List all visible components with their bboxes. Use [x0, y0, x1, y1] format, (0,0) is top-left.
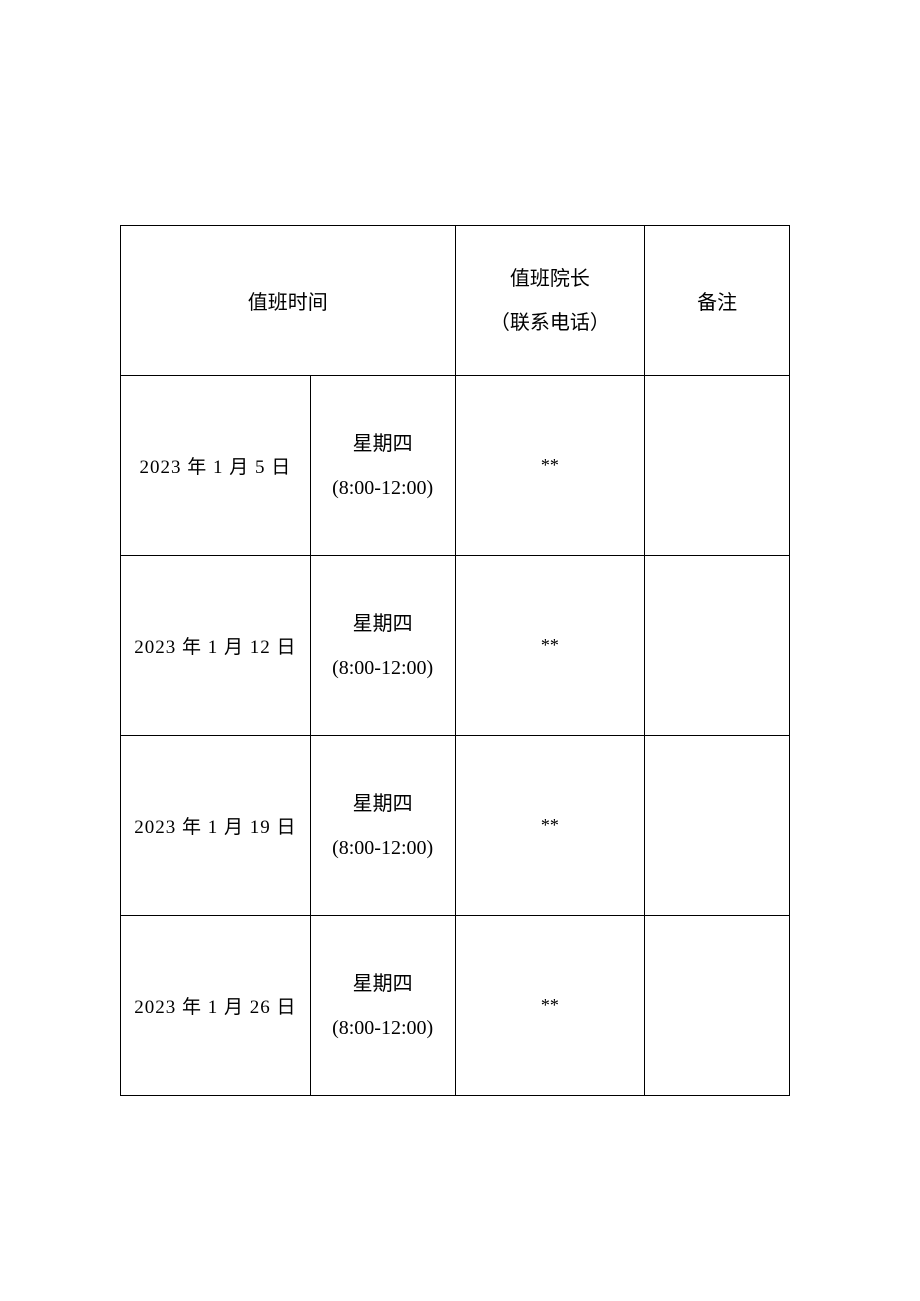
header-duty-director: 值班院长 （联系电话）	[455, 226, 645, 376]
date-cell: 2023 年 1 月 12 日	[121, 556, 311, 736]
day-time-cell: 星期四 (8:00-12:00)	[310, 556, 455, 736]
director-value: **	[541, 455, 559, 475]
director-cell: **	[455, 376, 645, 556]
day-value: 星期四	[353, 433, 413, 455]
day-time-cell: 星期四 (8:00-12:00)	[310, 916, 455, 1096]
header-time-label: 值班时间	[248, 292, 328, 314]
table-row: 2023 年 1 月 12 日 星期四 (8:00-12:00) **	[121, 556, 790, 736]
date-value: 2023 年 1 月 19 日	[134, 817, 296, 838]
date-value: 2023 年 1 月 12 日	[134, 637, 296, 658]
table-row: 2023 年 1 月 26 日 星期四 (8:00-12:00) **	[121, 916, 790, 1096]
header-director-line1: 值班院长	[510, 268, 590, 290]
table-row: 2023 年 1 月 5 日 星期四 (8:00-12:00) **	[121, 376, 790, 556]
director-value: **	[541, 815, 559, 835]
day-value: 星期四	[353, 793, 413, 815]
day-value: 星期四	[353, 973, 413, 995]
day-value: 星期四	[353, 613, 413, 635]
date-cell: 2023 年 1 月 19 日	[121, 736, 311, 916]
time-value: (8:00-12:00)	[332, 1017, 433, 1039]
director-value: **	[541, 995, 559, 1015]
director-value: **	[541, 635, 559, 655]
date-value: 2023 年 1 月 5 日	[139, 457, 291, 478]
notes-cell	[645, 556, 790, 736]
day-time-cell: 星期四 (8:00-12:00)	[310, 736, 455, 916]
time-value: (8:00-12:00)	[332, 657, 433, 679]
header-notes: 备注	[645, 226, 790, 376]
header-notes-label: 备注	[697, 292, 737, 314]
director-cell: **	[455, 736, 645, 916]
director-cell: **	[455, 916, 645, 1096]
time-value: (8:00-12:00)	[332, 477, 433, 499]
duty-schedule-table: 值班时间 值班院长 （联系电话） 备注 2023 年 1 月 5 日 星期四 (…	[120, 225, 790, 1096]
header-director-line2: （联系电话）	[490, 312, 610, 334]
date-cell: 2023 年 1 月 5 日	[121, 376, 311, 556]
table-row: 2023 年 1 月 19 日 星期四 (8:00-12:00) **	[121, 736, 790, 916]
date-cell: 2023 年 1 月 26 日	[121, 916, 311, 1096]
time-value: (8:00-12:00)	[332, 837, 433, 859]
director-cell: **	[455, 556, 645, 736]
notes-cell	[645, 376, 790, 556]
header-duty-time: 值班时间	[121, 226, 456, 376]
date-value: 2023 年 1 月 26 日	[134, 997, 296, 1018]
notes-cell	[645, 916, 790, 1096]
notes-cell	[645, 736, 790, 916]
table-header-row: 值班时间 值班院长 （联系电话） 备注	[121, 226, 790, 376]
day-time-cell: 星期四 (8:00-12:00)	[310, 376, 455, 556]
